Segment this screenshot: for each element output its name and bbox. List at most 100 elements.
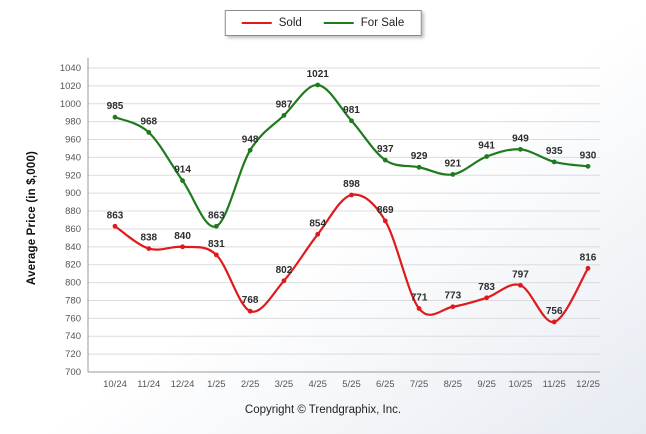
for-sale-point <box>382 157 388 163</box>
x-tick-label: 7/25 <box>410 379 429 390</box>
sold-line <box>113 193 590 324</box>
x-tick-label: 11/24 <box>137 379 160 390</box>
sold-point <box>450 304 456 310</box>
y-tick-label: 1040 <box>60 63 81 74</box>
for-sale-value-label: 863 <box>208 210 225 221</box>
for-sale-point <box>213 223 219 229</box>
x-tick-label: 3/25 <box>275 379 294 390</box>
x-tick-label: 10/24 <box>103 379 127 390</box>
x-tick-label: 8/25 <box>444 379 463 390</box>
for-sale-value-label: 949 <box>512 133 529 144</box>
x-tick-label: 10/25 <box>509 379 533 390</box>
sold-point <box>416 306 422 311</box>
for-sale-value-label: 1021 <box>307 69 330 80</box>
sold-value-label: 773 <box>445 291 462 302</box>
for-sale-value-label: 985 <box>107 101 124 112</box>
y-tick-label: 940 <box>65 152 81 163</box>
for-sale-point <box>585 163 591 169</box>
x-tick-label: 6/25 <box>376 379 395 390</box>
for-sale-point <box>180 178 185 184</box>
sold-point <box>585 265 591 271</box>
y-tick-label: 760 <box>65 313 81 324</box>
sold-point <box>180 244 185 250</box>
y-tick-label: 880 <box>65 206 81 217</box>
for-sale-value-label: 987 <box>276 99 293 110</box>
for-sale-line-swatch <box>323 22 354 24</box>
sold-point <box>112 223 118 229</box>
for-sale-point <box>281 112 287 118</box>
for-sale-point <box>518 146 523 152</box>
x-tick-label: 9/25 <box>477 379 496 390</box>
for-sale-point <box>112 114 118 120</box>
sold-value-label: 797 <box>512 269 529 280</box>
y-tick-label: 720 <box>65 349 81 360</box>
for-sale-point <box>247 147 253 153</box>
y-tick-label: 860 <box>65 224 81 235</box>
sold-point <box>484 295 490 301</box>
for-sale-line <box>113 83 590 228</box>
legend-label-for-sale: For Sale <box>360 17 405 29</box>
sold-value-label: 802 <box>276 265 293 276</box>
y-tick-label: 900 <box>65 188 81 199</box>
sold-line-swatch <box>241 22 272 24</box>
x-tick-label: 11/25 <box>543 379 566 390</box>
for-sale-point <box>315 82 321 88</box>
for-sale-point <box>146 129 152 135</box>
sold-point <box>247 308 253 314</box>
chart-legend: Sold For Sale <box>224 10 422 36</box>
x-tick-label: 5/25 <box>342 379 361 390</box>
for-sale-value-label: 929 <box>411 151 428 162</box>
sold-point <box>382 218 388 224</box>
for-sale-value-label: 937 <box>377 144 394 155</box>
y-tick-label: 980 <box>65 117 81 128</box>
x-tick-label: 12/25 <box>576 379 600 390</box>
y-tick-label: 920 <box>65 170 81 181</box>
sold-point <box>518 282 523 288</box>
sold-value-label: 840 <box>174 231 191 242</box>
x-tick-label: 1/25 <box>207 379 226 390</box>
for-sale-point <box>349 118 354 124</box>
copyright-text: Copyright © Trendgraphix, Inc. <box>244 404 402 416</box>
sold-value-label: 783 <box>478 282 495 293</box>
y-tick-label: 960 <box>65 135 81 146</box>
sold-value-label: 816 <box>580 252 597 263</box>
x-tick-label: 12/24 <box>171 379 195 390</box>
x-tick-label: 4/25 <box>308 379 327 390</box>
y-tick-label: 700 <box>65 367 81 378</box>
sold-value-label: 771 <box>411 293 428 304</box>
for-sale-value-label: 935 <box>546 146 563 157</box>
for-sale-value-label: 948 <box>242 134 259 145</box>
for-sale-value-label: 968 <box>140 116 157 127</box>
sold-value-label: 756 <box>546 306 563 317</box>
legend-item-for-sale: For Sale <box>323 17 405 29</box>
for-sale-value-label: 981 <box>343 105 360 116</box>
sold-value-label: 831 <box>208 239 225 250</box>
y-tick-label: 740 <box>65 331 81 342</box>
sold-point <box>281 278 287 284</box>
for-sale-value-label: 921 <box>445 158 462 169</box>
legend-item-sold: Sold <box>241 17 302 29</box>
for-sale-value-label: 914 <box>174 165 191 176</box>
sold-point <box>551 319 557 325</box>
for-sale-point <box>450 172 456 177</box>
y-tick-label: 780 <box>65 295 81 306</box>
sold-value-label: 898 <box>343 179 360 190</box>
sold-value-label: 863 <box>107 210 124 221</box>
sold-value-label: 854 <box>309 218 326 229</box>
y-tick-label: 1020 <box>60 81 81 92</box>
sold-point <box>213 252 219 258</box>
for-sale-point <box>551 159 557 165</box>
for-sale-value-label: 941 <box>478 141 495 152</box>
y-tick-label: 1000 <box>60 99 81 110</box>
legend-label-sold: Sold <box>278 17 302 29</box>
sold-point <box>146 246 152 252</box>
y-tick-label: 820 <box>65 260 81 271</box>
for-sale-point <box>484 154 490 159</box>
sold-point <box>315 231 321 237</box>
for-sale-point <box>416 164 422 170</box>
sold-value-label: 869 <box>377 205 394 216</box>
y-tick-label: 800 <box>65 278 81 289</box>
y-tick-label: 840 <box>65 242 81 253</box>
